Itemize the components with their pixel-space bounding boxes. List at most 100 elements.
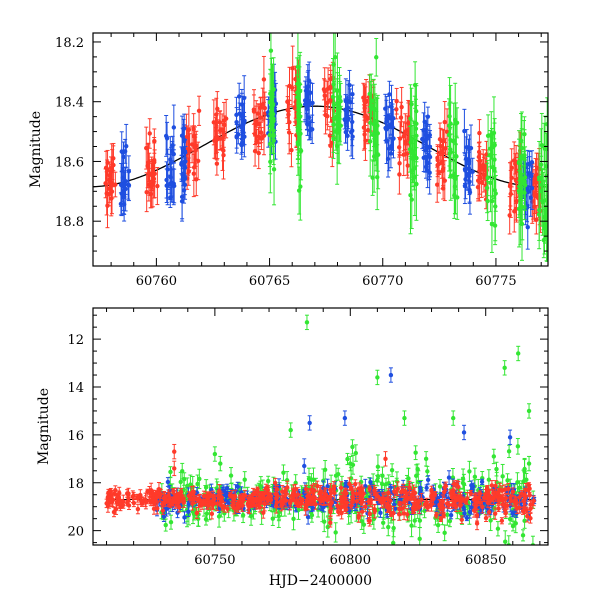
- green-series-point: [489, 133, 494, 138]
- green-series-point: [182, 476, 187, 482]
- red-series-point: [442, 119, 447, 125]
- red-series-point: [403, 141, 408, 146]
- green-series-point: [291, 516, 296, 522]
- red-series-point: [435, 182, 440, 187]
- red-series-point: [476, 154, 482, 160]
- red-series-point: [398, 115, 404, 120]
- blue-series-point: [424, 485, 429, 491]
- y-axis-label: Magnitude: [28, 111, 44, 188]
- red-series-point: [262, 105, 268, 111]
- green-series-point: [536, 212, 542, 217]
- blue-series-point: [349, 119, 355, 125]
- green-series-point: [417, 536, 422, 542]
- green-series-point: [309, 477, 314, 482]
- green-series-point: [240, 512, 246, 518]
- green-series-outlier-point: [491, 454, 497, 459]
- blue-series-point: [167, 181, 173, 187]
- green-series-point: [545, 121, 548, 127]
- red-series-point: [285, 107, 290, 113]
- green-series-point: [515, 480, 520, 485]
- blue-series-point: [389, 104, 394, 109]
- red-series-point: [212, 138, 217, 143]
- green-series-outlier-point: [348, 461, 353, 466]
- green-series-point: [422, 508, 427, 513]
- green-series-point: [415, 466, 420, 472]
- red-series-point: [155, 183, 160, 189]
- green-series-point: [522, 175, 528, 180]
- green-series-point: [448, 173, 453, 179]
- red-series-point: [443, 145, 448, 151]
- red-series-point: [260, 102, 265, 107]
- red-series-point: [217, 128, 223, 133]
- green-series-point: [338, 99, 343, 104]
- blue-series-point: [392, 506, 398, 511]
- green-series-point: [391, 525, 396, 531]
- red-series-point: [399, 104, 404, 110]
- green-series-point: [495, 526, 501, 531]
- red-series-point: [405, 163, 410, 168]
- green-series-outlier-point: [526, 461, 532, 466]
- red-series-point: [477, 130, 482, 136]
- blue-series-point: [170, 143, 175, 148]
- blue-series-point: [241, 95, 247, 101]
- blue-series-point: [121, 194, 127, 200]
- green-series-point: [271, 167, 277, 172]
- blue-series-point: [463, 177, 468, 182]
- y-tick-label: 18.2: [55, 36, 84, 51]
- blue-series-point: [386, 146, 392, 151]
- blue-series-point: [126, 169, 132, 174]
- blue-series-point: [265, 110, 271, 115]
- blue-series-point: [348, 100, 353, 105]
- blue-series-point: [119, 149, 124, 154]
- x-tick-label: 60770: [362, 274, 403, 289]
- red-series-point: [149, 183, 154, 188]
- red-series-point: [195, 158, 201, 164]
- blue-series-point: [168, 160, 174, 165]
- red-series-point: [147, 131, 152, 136]
- green-series-point: [453, 176, 458, 181]
- green-series-point: [375, 473, 381, 479]
- blue-series-point: [529, 160, 535, 165]
- blue-series-point: [525, 162, 530, 167]
- red-series-point: [481, 167, 487, 172]
- green-series-point: [519, 153, 524, 159]
- green-series-point: [369, 102, 374, 108]
- blue-series-point: [467, 190, 473, 195]
- blue-series-point: [234, 119, 239, 125]
- blue-series-point: [385, 156, 391, 162]
- blue-series-point: [310, 100, 315, 106]
- green-series-point: [281, 470, 286, 475]
- red-series-point: [327, 133, 333, 138]
- green-series-point: [500, 474, 505, 479]
- green-series-point: [544, 221, 548, 226]
- green-series-point: [454, 154, 459, 159]
- green-series-point: [545, 226, 548, 231]
- green-series-point: [506, 449, 512, 454]
- plot-area: [104, 314, 537, 545]
- blue-series-point: [122, 149, 128, 154]
- blue-series-point: [307, 102, 312, 108]
- green-series-point: [544, 197, 548, 202]
- green-series-point: [407, 147, 413, 152]
- red-series-point: [362, 132, 367, 137]
- green-series-point: [374, 125, 379, 130]
- blue-series-point: [186, 509, 191, 514]
- green-series-point: [337, 94, 342, 99]
- blue-series-point: [423, 164, 429, 170]
- green-series-point: [412, 518, 417, 523]
- blue-series-point: [427, 132, 433, 138]
- green-series-outlier-point: [288, 427, 293, 433]
- x-tick-label: 60775: [475, 274, 516, 289]
- y-tick-label: 18.6: [55, 155, 84, 170]
- red-series-point: [324, 100, 330, 106]
- blue-series-point: [242, 134, 247, 139]
- bottom-panel: 60750 60800 608501214161820MagnitudeHJD−24…: [36, 307, 549, 589]
- red-series-point: [396, 145, 402, 150]
- red-series-point: [256, 134, 261, 140]
- green-series-point: [488, 518, 493, 523]
- plot-frame: [92, 32, 549, 267]
- red-series-point: [107, 173, 112, 178]
- green-series-point: [510, 523, 516, 529]
- green-series-point: [361, 522, 367, 527]
- blue-series-point: [309, 127, 315, 132]
